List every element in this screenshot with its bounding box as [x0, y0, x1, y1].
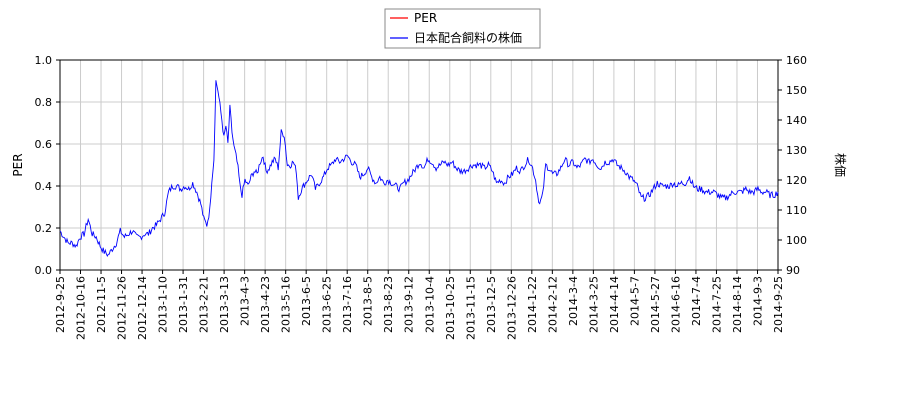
legend-box	[384, 8, 541, 49]
x-tick-label: 2013-1-10	[157, 276, 170, 333]
x-tick-label: 2013-12-5	[485, 276, 498, 333]
series-line-stock-price	[59, 80, 779, 257]
left-axis-label: PER	[11, 153, 25, 176]
x-tick-label: 2014-2-12	[546, 276, 559, 333]
x-tick-label: 2013-8-23	[382, 276, 395, 333]
x-tick-label: 2014-9-3	[751, 276, 764, 326]
right-tick-label: 100	[786, 234, 807, 247]
series-layer	[59, 80, 779, 257]
x-tick-label: 2014-8-14	[731, 276, 744, 333]
legend: PER 日本配合飼料の株価	[384, 8, 541, 49]
x-tick-label: 2014-7-4	[690, 276, 703, 326]
x-tick-label: 2014-5-27	[649, 276, 662, 333]
x-tick-label: 2013-10-25	[444, 276, 457, 340]
x-tick-label: 2013-4-23	[259, 276, 272, 333]
x-tick-label: 2014-5-7	[628, 276, 641, 326]
x-tick-label: 2013-1-31	[177, 276, 190, 333]
left-tick-label: 0.0	[35, 264, 53, 277]
left-tick-label: 0.6	[35, 138, 53, 151]
right-axis: 90 100 110 120 130 140 150 160	[778, 54, 807, 277]
x-tick-label: 2014-3-25	[587, 276, 600, 333]
legend-label-price: 日本配合飼料の株価	[414, 30, 522, 45]
x-tick-label: 2013-3-13	[218, 276, 231, 333]
x-tick-label: 2012-11-5	[95, 276, 108, 333]
x-tick-label: 2012-11-26	[116, 276, 129, 340]
right-tick-label: 120	[786, 174, 807, 187]
right-tick-label: 160	[786, 54, 807, 67]
x-tick-label: 2012-10-16	[75, 276, 88, 340]
right-tick-label: 140	[786, 114, 807, 127]
x-tick-label: 2014-3-4	[567, 276, 580, 326]
x-tick-label: 2013-9-12	[403, 276, 416, 333]
x-tick-label: 2014-9-25	[772, 276, 785, 333]
right-axis-label: 株価	[833, 153, 848, 177]
right-tick-label: 150	[786, 84, 807, 97]
x-tick-label: 2014-7-25	[710, 276, 723, 333]
x-tick-label: 2013-5-16	[280, 276, 293, 333]
x-tick-label: 2012-9-25	[54, 276, 67, 333]
plot-frame	[59, 59, 779, 271]
x-tick-label: 2013-8-5	[362, 276, 375, 326]
x-tick-label: 2012-12-14	[136, 276, 149, 340]
right-tick-label: 110	[786, 204, 807, 217]
x-tick-label: 2013-6-25	[321, 276, 334, 333]
left-axis: 0.0 0.2 0.4 0.6 0.8 1.0	[35, 54, 60, 277]
left-tick-label: 0.4	[35, 180, 53, 193]
x-tick-label: 2014-6-16	[669, 276, 682, 333]
left-tick-label: 0.8	[35, 96, 53, 109]
x-tick-label: 2013-7-16	[341, 276, 354, 333]
legend-label-per: PER	[414, 11, 437, 25]
left-tick-label: 0.2	[35, 222, 53, 235]
right-tick-label: 90	[786, 264, 800, 277]
x-tick-label: 2013-4-3	[239, 276, 252, 326]
x-tick-label: 2013-6-5	[300, 276, 313, 326]
x-tick-label: 2013-11-15	[464, 276, 477, 340]
left-tick-label: 1.0	[35, 54, 53, 67]
right-tick-label: 130	[786, 144, 807, 157]
x-tick-label: 2014-1-22	[526, 276, 539, 333]
x-tick-label: 2013-10-4	[423, 276, 436, 333]
x-tick-label: 2013-2-21	[198, 276, 211, 333]
x-axis: 2012-9-25 2012-10-16 2012-11-5 2012-11-26 20…	[54, 270, 785, 340]
x-tick-label: 2014-4-14	[608, 276, 621, 333]
x-tick-label: 2013-12-26	[505, 276, 518, 340]
